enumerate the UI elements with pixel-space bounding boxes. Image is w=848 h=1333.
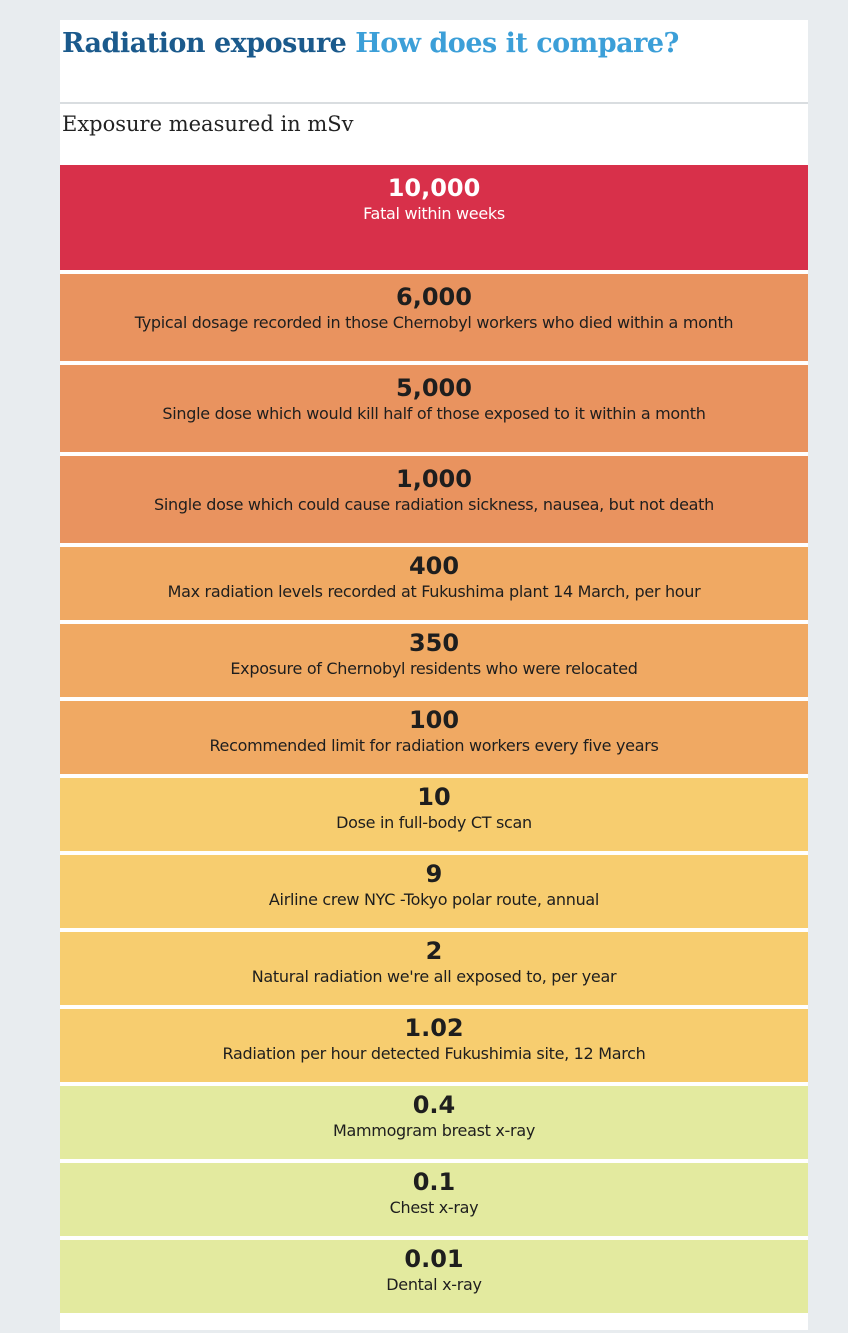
exposure-row: 1.02 Radiation per hour detected Fukushim… (60, 1009, 808, 1082)
title-question: How does it compare? (355, 28, 679, 59)
exposure-row: 2 Natural radiation we're all exposed to,… (60, 932, 808, 1005)
exposure-row: 5,000 Single dose which would kill half o… (60, 365, 808, 452)
dose-description: Single dose which would kill half of tho… (162, 404, 706, 423)
dose-value: 1.02 (404, 1014, 464, 1042)
exposure-row: 1,000 Single dose which could cause radia… (60, 456, 808, 543)
subtitle: Exposure measured in mSv (62, 112, 354, 136)
infographic: Radiation exposure How does it compare? … (60, 20, 808, 1330)
exposure-row: 0.1 Chest x-ray (60, 1163, 808, 1236)
exposure-row: 350 Exposure of Chernobyl residents who w… (60, 624, 808, 697)
exposure-row: 400 Max radiation levels recorded at Fuku… (60, 547, 808, 620)
dose-description: Mammogram breast x-ray (332, 1121, 535, 1140)
exposure-row: 0.4 Mammogram breast x-ray (60, 1086, 808, 1159)
exposure-row: 6,000 Typical dosage recorded in those Ch… (60, 274, 808, 361)
dose-value: 10,000 (387, 174, 481, 202)
dose-value: 0.1 (412, 1168, 456, 1196)
dose-value: 0.4 (412, 1091, 456, 1119)
dose-value: 9 (425, 860, 443, 888)
dose-description: Radiation per hour detected Fukushimia s… (222, 1044, 646, 1063)
dose-description: Airline crew NYC -Tokyo polar route, ann… (268, 890, 600, 909)
dose-description: Chest x-ray (389, 1198, 479, 1217)
dose-value: 0.01 (404, 1245, 464, 1273)
title-main: Radiation exposure (62, 28, 347, 59)
exposure-row: 9 Airline crew NYC -Tokyo polar route, an… (60, 855, 808, 928)
dose-description: Max radiation levels recorded at Fukushi… (167, 582, 701, 601)
dose-value: 6,000 (396, 283, 472, 311)
dose-description: Recommended limit for radiation workers … (209, 736, 659, 755)
dose-description: Typical dosage recorded in those Chernob… (134, 313, 734, 332)
dose-description: Natural radiation we're all exposed to, … (251, 967, 617, 986)
dose-description: Single dose which could cause radiation … (154, 495, 714, 514)
dose-value: 350 (408, 629, 460, 657)
title: Radiation exposure How does it compare? (62, 28, 679, 59)
dose-value: 10 (417, 783, 451, 811)
exposure-row: 0.01 Dental x-ray (60, 1240, 808, 1313)
dose-description: Dose in full-body CT scan (336, 813, 532, 832)
dose-description: Dental x-ray (386, 1275, 482, 1294)
dose-description: Exposure of Chernobyl residents who were… (230, 659, 638, 678)
exposure-row: 10 Dose in full-body CT scan (60, 778, 808, 851)
exposure-row: 10,000 Fatal within weeks (60, 165, 808, 270)
dose-description: Fatal within weeks (363, 204, 505, 223)
dose-value: 1,000 (396, 465, 472, 493)
dose-value: 100 (408, 706, 460, 734)
header: Radiation exposure How does it compare? (60, 20, 808, 104)
dose-value: 2 (425, 937, 443, 965)
dose-value: 400 (408, 552, 460, 580)
dose-value: 5,000 (396, 374, 472, 402)
exposure-row: 100 Recommended limit for radiation worke… (60, 701, 808, 774)
